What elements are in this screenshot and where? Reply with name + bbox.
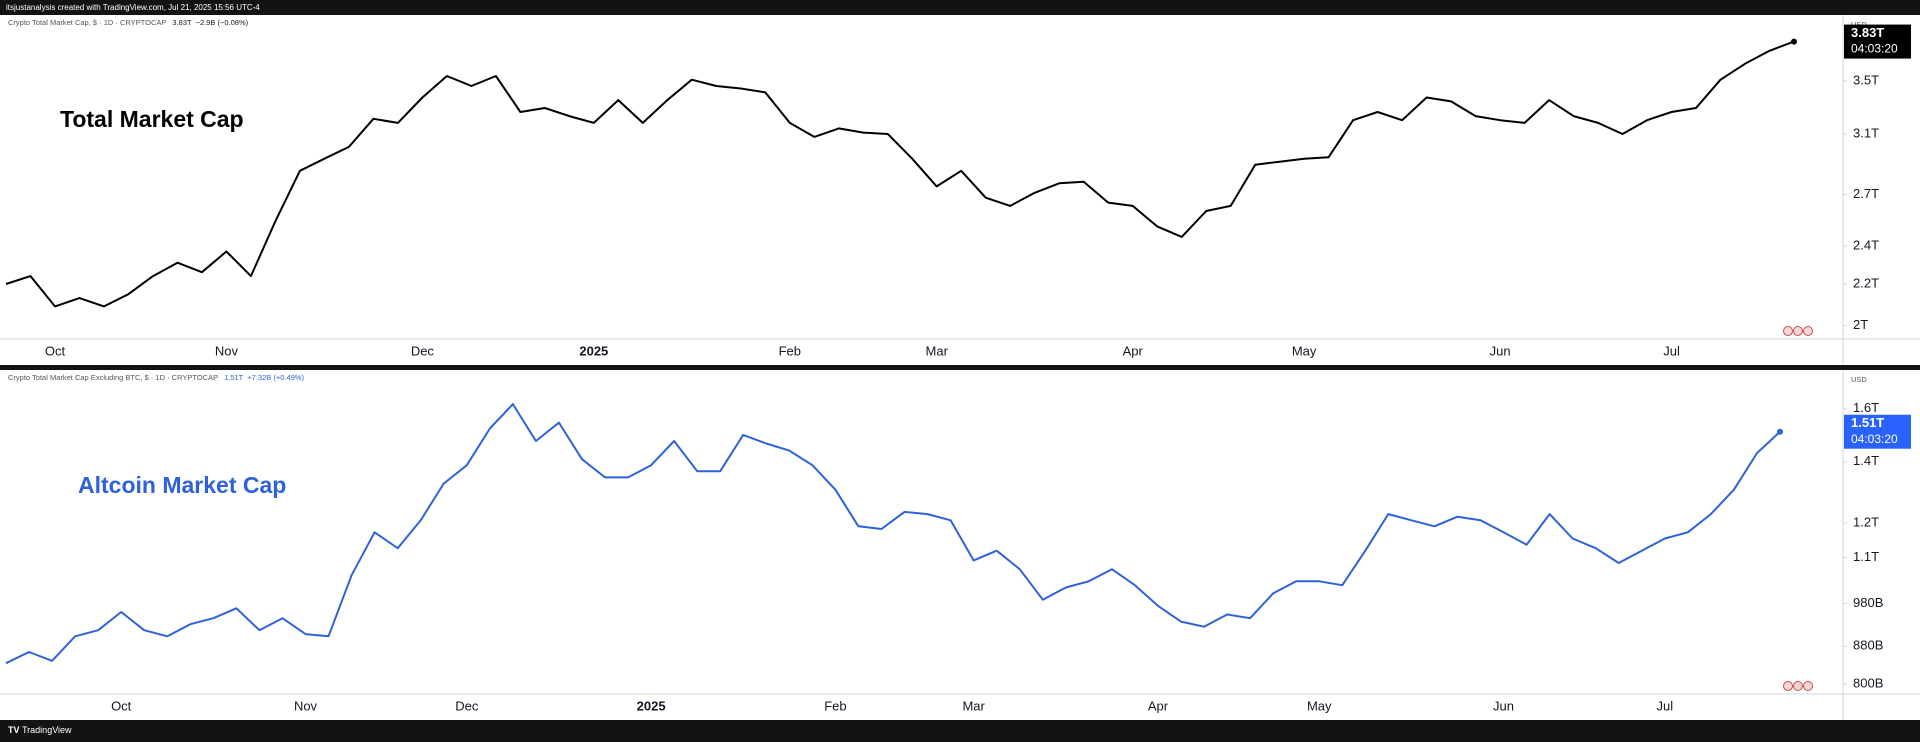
x-tick-label: Dec xyxy=(455,698,479,713)
watermark-icon xyxy=(1793,681,1803,691)
brand-name: TradingView xyxy=(22,725,72,735)
panel-background xyxy=(0,15,1920,365)
currency-label: USD xyxy=(1851,20,1867,29)
y-tick-label: 3.1T xyxy=(1853,125,1879,140)
change-value: −2.9B (−0.08%) xyxy=(196,18,249,27)
x-tick-label: Dec xyxy=(411,343,435,358)
y-tick-label: 2.7T xyxy=(1853,186,1879,201)
y-tick-label: 880B xyxy=(1853,638,1883,653)
annotation: Altcoin Market Cap xyxy=(78,472,286,498)
x-tick-label: Mar xyxy=(926,343,949,358)
change-value: +7.32B (+0.49%) xyxy=(247,373,304,382)
symbol-name: Crypto Total Market Cap Excluding BTC, $… xyxy=(8,373,218,382)
price-tag-countdown: 04:03:20 xyxy=(1851,42,1898,56)
watermark-icon xyxy=(1793,326,1803,336)
price-tag xyxy=(1844,414,1911,449)
x-tick-label: Oct xyxy=(45,343,66,358)
y-tick-label: 2.2T xyxy=(1853,275,1879,290)
price-tag-value: 1.51T xyxy=(1851,415,1884,430)
watermark-icon xyxy=(1783,681,1793,691)
x-tick-label: Nov xyxy=(215,343,239,358)
y-tick-label: 800B xyxy=(1853,675,1883,690)
x-tick-label: Feb xyxy=(824,698,846,713)
x-tick-label: Nov xyxy=(294,698,318,713)
watermark-icon xyxy=(1803,326,1813,336)
y-tick-label: 1.2T xyxy=(1853,514,1879,529)
watermark-icon xyxy=(1803,681,1813,691)
x-tick-label: Jun xyxy=(1493,698,1514,713)
price-line xyxy=(5,403,1781,665)
y-tick-label: 2.4T xyxy=(1853,237,1879,252)
watermark-icon xyxy=(1783,326,1793,336)
symbol-legend: Crypto Total Market Cap Excluding BTC, $… xyxy=(8,373,304,382)
last-value: 3.83T xyxy=(172,18,192,27)
last-point xyxy=(1791,38,1797,45)
x-tick-label: Oct xyxy=(111,698,132,713)
x-tick-label: Apr xyxy=(1148,698,1169,713)
price-tag xyxy=(1844,24,1911,59)
y-tick-label: 1.1T xyxy=(1853,549,1879,564)
x-tick-label: May xyxy=(1307,698,1332,713)
caption: itsjustanalysis created with TradingView… xyxy=(6,3,260,12)
panel-separator xyxy=(0,365,1920,370)
y-tick-label: 3.5T xyxy=(1853,72,1879,87)
x-tick-label: Jul xyxy=(1656,698,1673,713)
currency-label: USD xyxy=(1851,375,1867,384)
top-bar xyxy=(0,0,1920,15)
last-value: 1.51T xyxy=(224,373,244,382)
y-tick-label: 2T xyxy=(1853,317,1868,332)
price-line xyxy=(5,40,1795,308)
x-tick-label: Feb xyxy=(779,343,801,358)
panel-background xyxy=(0,370,1920,720)
price-tag-countdown: 04:03:20 xyxy=(1851,432,1898,446)
bottom-bar xyxy=(0,720,1920,742)
x-tick-label: 2025 xyxy=(579,343,608,358)
x-tick-label: 2025 xyxy=(637,698,666,713)
x-tick-label: Mar xyxy=(962,698,985,713)
symbol-legend: Crypto Total Market Cap, $ · 1D · CRYPTO… xyxy=(8,18,249,27)
symbol-name: Crypto Total Market Cap, $ · 1D · CRYPTO… xyxy=(8,18,166,27)
y-tick-label: 980B xyxy=(1853,595,1883,610)
x-tick-label: Jun xyxy=(1490,343,1511,358)
chart-panel: Crypto Total Market Cap, $ · 1D · CRYPTO… xyxy=(0,15,1920,365)
x-tick-label: Apr xyxy=(1123,343,1144,358)
chart-panel: Crypto Total Market Cap Excluding BTC, $… xyxy=(0,370,1920,720)
brand: TV TradingView xyxy=(8,725,72,735)
price-tag-value: 3.83T xyxy=(1851,25,1884,40)
brand-logo: TV xyxy=(8,725,22,735)
last-point xyxy=(1777,428,1783,435)
y-tick-label: 1.6T xyxy=(1853,400,1879,415)
y-tick-label: 1.4T xyxy=(1853,453,1879,468)
x-tick-label: Jul xyxy=(1663,343,1680,358)
x-tick-label: May xyxy=(1292,343,1317,358)
annotation: Total Market Cap xyxy=(60,106,244,132)
